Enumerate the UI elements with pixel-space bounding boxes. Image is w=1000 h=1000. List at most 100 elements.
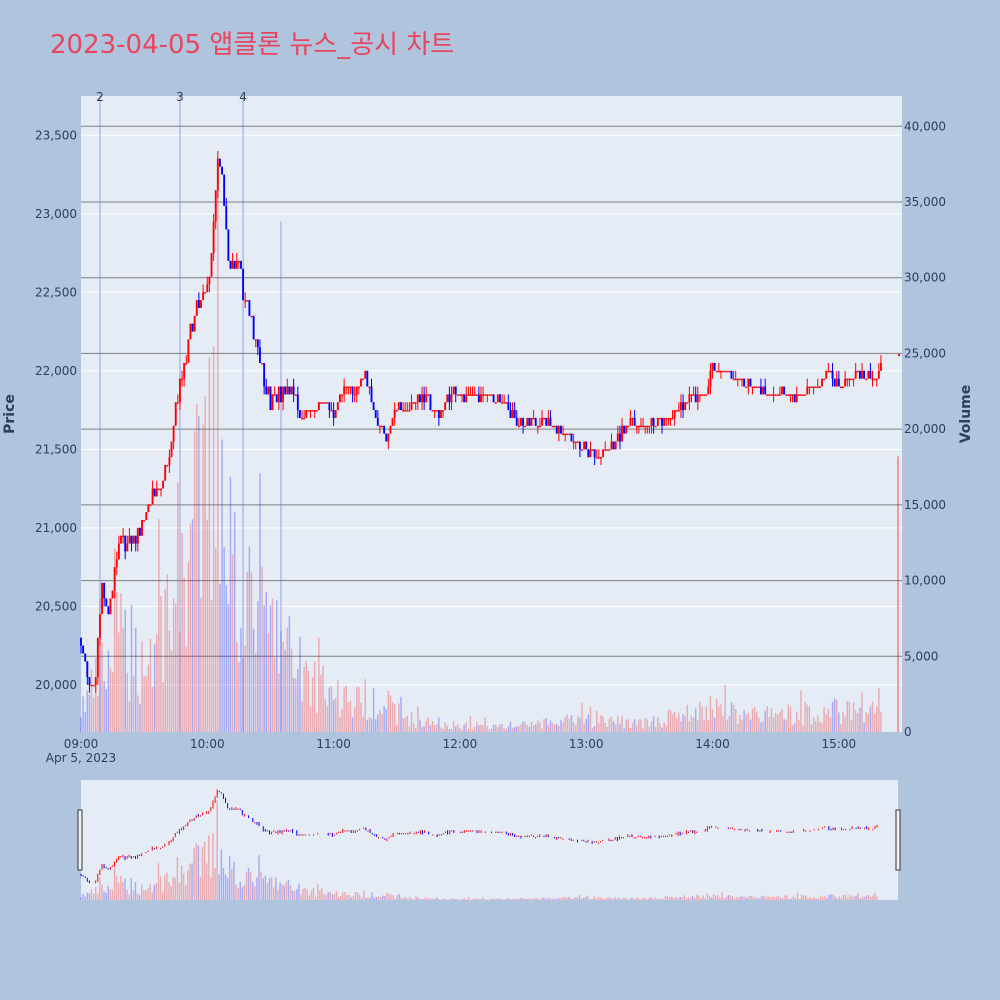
rangeslider-volume-bar	[777, 896, 780, 900]
volume-bar	[699, 701, 701, 732]
volume-bar	[612, 721, 615, 732]
candle-body	[440, 410, 442, 418]
rangeslider-volume-bar	[270, 876, 273, 900]
rangeslider-volume-bar	[201, 846, 204, 900]
volume-bar	[351, 717, 354, 732]
rangeslider-volume-bar	[591, 898, 593, 900]
volume-bar	[396, 724, 398, 732]
volume-bar	[358, 687, 360, 732]
y2-tick-label: 35,000	[904, 195, 946, 209]
rangeslider-volume-bar	[350, 897, 352, 900]
candle-body	[307, 410, 310, 412]
volume-bar	[787, 704, 790, 732]
volume-bar	[810, 724, 813, 732]
y2-tick-label: 20,000	[904, 422, 946, 436]
candle-body	[608, 449, 611, 451]
rangeslider-volume-bar	[671, 896, 673, 900]
rangeslider-volume-bar	[440, 899, 443, 900]
rangeslider-volume-bar	[417, 897, 420, 900]
rangeslider-volume-bar	[296, 889, 298, 900]
rangeslider-volume-bar	[522, 898, 524, 900]
rangeslider-volume-bar	[742, 896, 744, 900]
candle-body	[686, 402, 689, 404]
candle-body	[477, 394, 480, 403]
rangeslider-volume-bar	[796, 892, 799, 900]
rangeslider-volume-bar	[828, 894, 830, 900]
candle-body	[374, 410, 377, 418]
candle-body	[560, 425, 562, 434]
rangeslider-volume-bar	[805, 895, 807, 900]
volume-bar	[783, 719, 785, 732]
candle-body	[831, 370, 834, 379]
candle-body	[360, 378, 362, 387]
rangeslider-volume-bar	[415, 895, 417, 900]
rangeslider-volume-bar	[576, 897, 579, 900]
price-gridlines	[81, 134, 902, 686]
volume-bar	[739, 715, 741, 732]
volume-bar	[126, 672, 129, 732]
y2-tick-label: 10,000	[904, 574, 946, 588]
candle-body	[320, 402, 322, 404]
candle-body	[393, 410, 396, 418]
volume-bar	[467, 728, 470, 732]
candle-body	[494, 402, 497, 404]
volume-bar	[185, 647, 187, 732]
rangeslider-volume-bar	[775, 896, 778, 900]
rangeslider-volume-bar	[539, 899, 541, 900]
rangeslider-volume-bar	[409, 896, 411, 900]
candle-body	[324, 402, 327, 404]
chart-title: 2023-04-05 앱클론 뉴스_공시 차트	[50, 30, 455, 60]
candle-body	[128, 535, 131, 544]
rangeslider-volume-bar	[767, 895, 769, 900]
volume-bar	[766, 706, 769, 732]
volume-bar	[661, 727, 663, 732]
rangeslider-volume-bar	[802, 895, 805, 900]
candle-body	[336, 402, 339, 411]
rangeslider-series	[80, 789, 878, 900]
rangeslider-right-handle[interactable]	[895, 809, 901, 871]
volume-bar	[608, 718, 611, 732]
y-tick-label: 23,000	[35, 207, 77, 221]
rangeslider-volume-bar	[304, 887, 306, 900]
volume-bar	[673, 711, 676, 732]
candle-body	[98, 614, 101, 638]
volume-bar	[204, 396, 206, 732]
candle-body	[873, 378, 876, 381]
candle-body	[618, 433, 621, 442]
volume-bar	[869, 706, 872, 732]
candle-body	[425, 394, 428, 403]
rangeslider-volume-bar	[666, 896, 669, 900]
rangeslider-volume-bar	[325, 895, 327, 900]
candle-body	[326, 402, 329, 404]
volume-bar	[450, 729, 453, 732]
volume-bar	[850, 719, 853, 732]
rangeslider-left-handle[interactable]	[77, 809, 83, 871]
volume-bar	[240, 627, 242, 732]
volume-bar	[728, 715, 731, 732]
rangeslider-volume-bar	[819, 895, 822, 900]
volume-bar	[760, 722, 762, 732]
candle-body	[334, 410, 337, 418]
volume-bar	[402, 718, 404, 732]
candle-body	[658, 417, 661, 420]
volume-bar	[854, 710, 857, 732]
volume-bar	[97, 695, 99, 732]
volume-bar	[827, 708, 830, 732]
candle-body	[513, 410, 516, 418]
volume-bar	[444, 722, 446, 732]
volume-bar	[223, 547, 225, 732]
volume-bar	[558, 725, 560, 732]
volume-bar	[294, 678, 297, 732]
candle-body	[688, 394, 691, 403]
volume-bar	[263, 605, 265, 732]
volume-bar	[600, 715, 602, 732]
volume-bar	[499, 724, 501, 732]
volume-bar	[640, 719, 642, 732]
rangeslider-volume-bar	[474, 898, 476, 900]
volume-bar	[566, 714, 569, 732]
rangeslider-volume-bar	[178, 882, 181, 900]
volume-bar	[610, 716, 613, 732]
rangeslider-volume-bar	[683, 895, 686, 900]
rangeslider-volume-bar	[97, 893, 99, 900]
